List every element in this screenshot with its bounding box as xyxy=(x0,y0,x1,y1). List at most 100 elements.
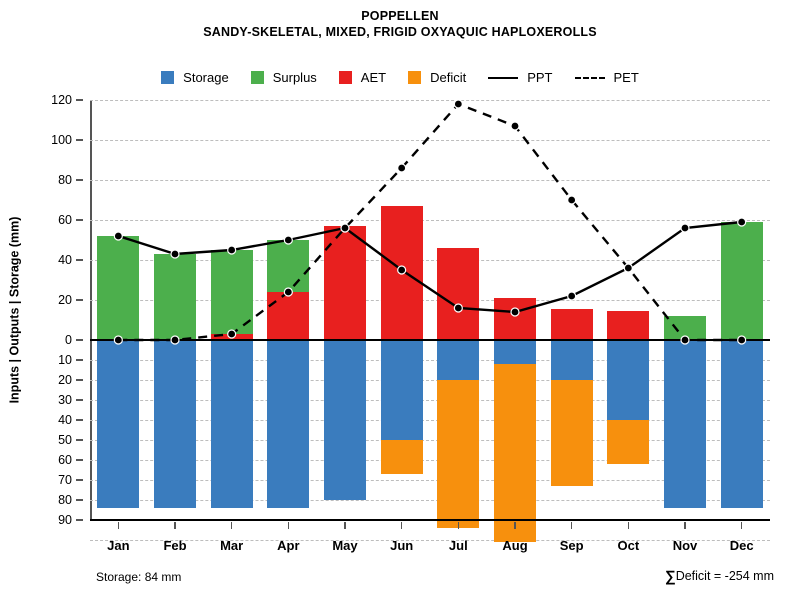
gridline xyxy=(90,440,770,441)
y-tick xyxy=(76,379,83,381)
bar-segment-storage[interactable] xyxy=(154,340,196,508)
data-point-pet[interactable] xyxy=(453,99,463,109)
x-tick-label-jan: Jan xyxy=(107,538,130,553)
bar-segment-storage[interactable] xyxy=(607,340,650,420)
chart-title-block: POPPELLEN SANDY-SKELETAL, MIXED, FRIGID … xyxy=(0,8,800,40)
bar-segment-deficit[interactable] xyxy=(550,380,593,486)
data-point-pet[interactable] xyxy=(170,335,180,345)
legend-item-storage[interactable]: Storage xyxy=(161,70,229,85)
bar-segment-deficit[interactable] xyxy=(494,364,536,542)
chart-title: POPPELLEN xyxy=(361,9,439,23)
gridline xyxy=(90,180,770,181)
bar-column[interactable] xyxy=(90,100,770,528)
bar-segment-aet[interactable] xyxy=(550,309,593,340)
data-point-ppt[interactable] xyxy=(397,265,407,275)
legend-item-pet[interactable]: PET xyxy=(574,70,639,85)
x-tick-label-oct: Oct xyxy=(617,538,640,553)
bar-column[interactable] xyxy=(90,100,770,520)
bar-segment-storage[interactable] xyxy=(210,340,253,508)
gridline xyxy=(90,360,770,361)
data-point-ppt[interactable] xyxy=(737,217,747,227)
x-tick-label-feb: Feb xyxy=(163,538,187,553)
legend-label: PPT xyxy=(527,70,553,85)
bar-segment-storage[interactable] xyxy=(494,340,536,364)
data-point-pet[interactable] xyxy=(680,335,690,345)
legend-item-aet[interactable]: AET xyxy=(338,70,386,85)
bar-segment-storage[interactable] xyxy=(267,340,310,508)
data-point-pet[interactable] xyxy=(397,163,407,173)
bar-segment-aet[interactable] xyxy=(437,248,480,340)
zero-baseline xyxy=(90,339,770,341)
data-point-ppt[interactable] xyxy=(567,291,577,301)
bar-column[interactable] xyxy=(90,100,770,520)
y-tick xyxy=(76,299,83,301)
data-point-pet[interactable] xyxy=(340,223,350,233)
legend-item-ppt[interactable]: PPT xyxy=(488,70,553,85)
data-point-ppt[interactable] xyxy=(453,303,463,313)
gridline xyxy=(90,500,770,501)
gridline xyxy=(90,380,770,381)
data-point-pet[interactable] xyxy=(567,195,577,205)
bar-segment-storage[interactable] xyxy=(550,340,593,380)
bar-segment-deficit[interactable] xyxy=(437,380,480,528)
x-tick xyxy=(230,522,233,529)
gridline xyxy=(90,260,770,261)
bar-column[interactable] xyxy=(90,100,770,520)
bar-segment-storage[interactable] xyxy=(380,340,423,440)
data-point-pet[interactable] xyxy=(737,335,747,345)
data-point-ppt[interactable] xyxy=(510,307,520,317)
bar-segment-storage[interactable] xyxy=(664,340,706,508)
line-series-group xyxy=(113,99,747,345)
data-point-ppt[interactable] xyxy=(170,249,180,259)
bar-column[interactable] xyxy=(90,100,770,520)
bar-segment-storage[interactable] xyxy=(720,340,763,508)
deficit-note-text: Deficit = -254 mm xyxy=(675,569,774,583)
data-point-pet[interactable] xyxy=(510,121,520,131)
bar-segment-aet[interactable] xyxy=(494,298,536,340)
bar-column[interactable] xyxy=(90,100,770,520)
y-tick xyxy=(76,419,83,421)
data-point-ppt[interactable] xyxy=(283,235,293,245)
data-point-pet[interactable] xyxy=(283,287,293,297)
bar-segment-aet[interactable] xyxy=(607,311,650,340)
solid-line-icon xyxy=(488,76,519,79)
y-tick-label: 10 xyxy=(58,353,72,367)
legend-item-surplus[interactable]: Surplus xyxy=(250,70,317,85)
bar-segment-storage[interactable] xyxy=(97,340,140,508)
x-tick xyxy=(684,522,686,529)
bar-segment-deficit[interactable] xyxy=(607,420,650,464)
bottom-axis-line xyxy=(90,519,770,521)
bar-segment-surplus[interactable] xyxy=(97,236,140,340)
data-point-ppt[interactable] xyxy=(227,245,237,255)
bar-segment-storage[interactable] xyxy=(324,340,366,500)
y-tick-label: 80 xyxy=(58,173,72,187)
bar-column[interactable] xyxy=(90,100,770,520)
y-tick-label: 90 xyxy=(58,513,72,527)
bar-segment-deficit[interactable] xyxy=(380,440,423,474)
bar-segment-aet[interactable] xyxy=(267,292,310,340)
bar-segment-storage[interactable] xyxy=(437,340,480,380)
bar-segment-surplus[interactable] xyxy=(154,254,196,340)
y-tick xyxy=(76,459,83,461)
y-tick xyxy=(76,99,83,101)
bar-column[interactable] xyxy=(90,100,770,542)
x-tick-label-sep: Sep xyxy=(559,538,584,553)
gridline xyxy=(90,100,770,101)
bar-segment-surplus[interactable] xyxy=(720,222,763,340)
data-point-ppt[interactable] xyxy=(113,231,123,241)
data-point-ppt[interactable] xyxy=(680,223,690,233)
legend-item-deficit[interactable]: Deficit xyxy=(408,70,466,85)
data-point-pet[interactable] xyxy=(623,263,633,273)
y-tick-label: 40 xyxy=(58,253,72,267)
x-tick-label-aug: Aug xyxy=(502,538,528,553)
bar-column[interactable] xyxy=(90,100,770,520)
bar-column[interactable] xyxy=(90,100,770,520)
y-tick-label: 70 xyxy=(58,473,72,487)
gridline xyxy=(90,220,770,221)
y-tick-label: 60 xyxy=(58,213,72,227)
data-point-pet[interactable] xyxy=(113,335,123,345)
data-point-pet[interactable] xyxy=(227,329,237,339)
bar-segment-surplus[interactable] xyxy=(210,250,253,334)
bar-segment-surplus[interactable] xyxy=(267,240,310,292)
